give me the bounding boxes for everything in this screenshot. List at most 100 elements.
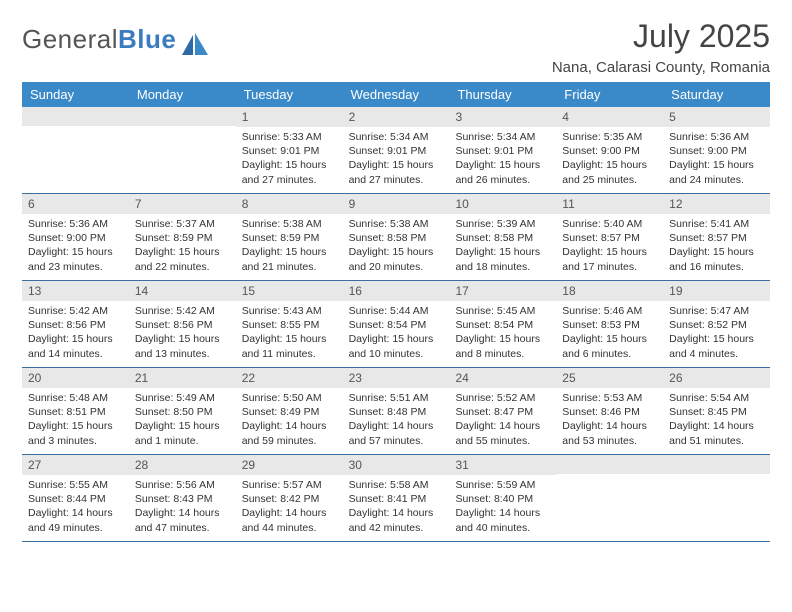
day-cell: 28Sunrise: 5:56 AMSunset: 8:43 PMDayligh… [129,455,236,541]
day-body [22,126,129,186]
day-body: Sunrise: 5:50 AMSunset: 8:49 PMDaylight:… [236,388,343,452]
sunrise-text: Sunrise: 5:56 AM [135,478,230,492]
daylight-text: Daylight: 15 hours and 25 minutes. [562,158,657,186]
daylight-text: Daylight: 14 hours and 53 minutes. [562,419,657,447]
day-cell: 21Sunrise: 5:49 AMSunset: 8:50 PMDayligh… [129,368,236,454]
daylight-text: Daylight: 15 hours and 26 minutes. [455,158,550,186]
sunrise-text: Sunrise: 5:36 AM [28,217,123,231]
week-row: 27Sunrise: 5:55 AMSunset: 8:44 PMDayligh… [22,455,770,542]
day-header: Tuesday [236,82,343,107]
daylight-text: Daylight: 14 hours and 47 minutes. [135,506,230,534]
day-number [22,107,129,126]
sunrise-text: Sunrise: 5:44 AM [349,304,444,318]
sunset-text: Sunset: 8:44 PM [28,492,123,506]
day-body [663,474,770,534]
sunrise-text: Sunrise: 5:51 AM [349,391,444,405]
daylight-text: Daylight: 15 hours and 13 minutes. [135,332,230,360]
sunrise-text: Sunrise: 5:55 AM [28,478,123,492]
week-row: 13Sunrise: 5:42 AMSunset: 8:56 PMDayligh… [22,281,770,368]
logo-word2: Blue [118,24,176,54]
sunset-text: Sunset: 8:45 PM [669,405,764,419]
day-body: Sunrise: 5:46 AMSunset: 8:53 PMDaylight:… [556,301,663,365]
sunset-text: Sunset: 8:40 PM [455,492,550,506]
sunrise-text: Sunrise: 5:52 AM [455,391,550,405]
week-row: 6Sunrise: 5:36 AMSunset: 9:00 PMDaylight… [22,194,770,281]
logo: GeneralBlue [22,24,208,55]
sunrise-text: Sunrise: 5:42 AM [135,304,230,318]
sunset-text: Sunset: 9:00 PM [562,144,657,158]
day-number: 18 [556,281,663,301]
sunset-text: Sunset: 8:52 PM [669,318,764,332]
sunrise-text: Sunrise: 5:34 AM [455,130,550,144]
day-number: 30 [343,455,450,475]
sunset-text: Sunset: 8:57 PM [562,231,657,245]
day-cell: 9Sunrise: 5:38 AMSunset: 8:58 PMDaylight… [343,194,450,280]
sunset-text: Sunset: 8:54 PM [349,318,444,332]
day-body: Sunrise: 5:37 AMSunset: 8:59 PMDaylight:… [129,214,236,278]
sunrise-text: Sunrise: 5:39 AM [455,217,550,231]
daylight-text: Daylight: 14 hours and 49 minutes. [28,506,123,534]
day-cell: 11Sunrise: 5:40 AMSunset: 8:57 PMDayligh… [556,194,663,280]
day-number: 8 [236,194,343,214]
day-number: 5 [663,107,770,127]
sunset-text: Sunset: 8:48 PM [349,405,444,419]
sunrise-text: Sunrise: 5:34 AM [349,130,444,144]
logo-text: GeneralBlue [22,24,176,55]
daylight-text: Daylight: 14 hours and 51 minutes. [669,419,764,447]
day-body: Sunrise: 5:42 AMSunset: 8:56 PMDaylight:… [22,301,129,365]
sunset-text: Sunset: 8:50 PM [135,405,230,419]
day-cell [663,455,770,541]
sunrise-text: Sunrise: 5:53 AM [562,391,657,405]
day-body: Sunrise: 5:54 AMSunset: 8:45 PMDaylight:… [663,388,770,452]
sunrise-text: Sunrise: 5:46 AM [562,304,657,318]
location-subtitle: Nana, Calarasi County, Romania [552,59,770,76]
weeks-container: 1Sunrise: 5:33 AMSunset: 9:01 PMDaylight… [22,107,770,542]
day-cell: 30Sunrise: 5:58 AMSunset: 8:41 PMDayligh… [343,455,450,541]
calendar: SundayMondayTuesdayWednesdayThursdayFrid… [22,82,770,542]
day-cell: 13Sunrise: 5:42 AMSunset: 8:56 PMDayligh… [22,281,129,367]
sunset-text: Sunset: 8:49 PM [242,405,337,419]
day-header: Monday [129,82,236,107]
day-cell: 17Sunrise: 5:45 AMSunset: 8:54 PMDayligh… [449,281,556,367]
day-body: Sunrise: 5:45 AMSunset: 8:54 PMDaylight:… [449,301,556,365]
day-cell [556,455,663,541]
day-header-row: SundayMondayTuesdayWednesdayThursdayFrid… [22,82,770,107]
sail-icon [182,33,208,55]
header: GeneralBlue July 2025 Nana, Calarasi Cou… [22,18,770,76]
daylight-text: Daylight: 15 hours and 24 minutes. [669,158,764,186]
day-number: 10 [449,194,556,214]
day-header: Sunday [22,82,129,107]
sunset-text: Sunset: 9:01 PM [349,144,444,158]
day-number [556,455,663,474]
day-number: 29 [236,455,343,475]
day-cell: 14Sunrise: 5:42 AMSunset: 8:56 PMDayligh… [129,281,236,367]
day-number: 4 [556,107,663,127]
sunrise-text: Sunrise: 5:36 AM [669,130,764,144]
day-number: 9 [343,194,450,214]
day-cell: 16Sunrise: 5:44 AMSunset: 8:54 PMDayligh… [343,281,450,367]
day-number: 15 [236,281,343,301]
sunrise-text: Sunrise: 5:40 AM [562,217,657,231]
logo-word1: General [22,24,118,54]
sunrise-text: Sunrise: 5:37 AM [135,217,230,231]
day-cell: 3Sunrise: 5:34 AMSunset: 9:01 PMDaylight… [449,107,556,193]
sunset-text: Sunset: 8:56 PM [135,318,230,332]
day-body: Sunrise: 5:35 AMSunset: 9:00 PMDaylight:… [556,127,663,191]
sunset-text: Sunset: 9:01 PM [455,144,550,158]
day-body: Sunrise: 5:41 AMSunset: 8:57 PMDaylight:… [663,214,770,278]
day-cell: 10Sunrise: 5:39 AMSunset: 8:58 PMDayligh… [449,194,556,280]
sunset-text: Sunset: 8:41 PM [349,492,444,506]
page-title: July 2025 [552,18,770,55]
day-body: Sunrise: 5:43 AMSunset: 8:55 PMDaylight:… [236,301,343,365]
daylight-text: Daylight: 14 hours and 57 minutes. [349,419,444,447]
daylight-text: Daylight: 15 hours and 27 minutes. [349,158,444,186]
daylight-text: Daylight: 15 hours and 20 minutes. [349,245,444,273]
daylight-text: Daylight: 15 hours and 22 minutes. [135,245,230,273]
sunrise-text: Sunrise: 5:43 AM [242,304,337,318]
daylight-text: Daylight: 15 hours and 8 minutes. [455,332,550,360]
day-number: 28 [129,455,236,475]
day-body: Sunrise: 5:42 AMSunset: 8:56 PMDaylight:… [129,301,236,365]
daylight-text: Daylight: 14 hours and 44 minutes. [242,506,337,534]
sunset-text: Sunset: 8:56 PM [28,318,123,332]
daylight-text: Daylight: 15 hours and 10 minutes. [349,332,444,360]
